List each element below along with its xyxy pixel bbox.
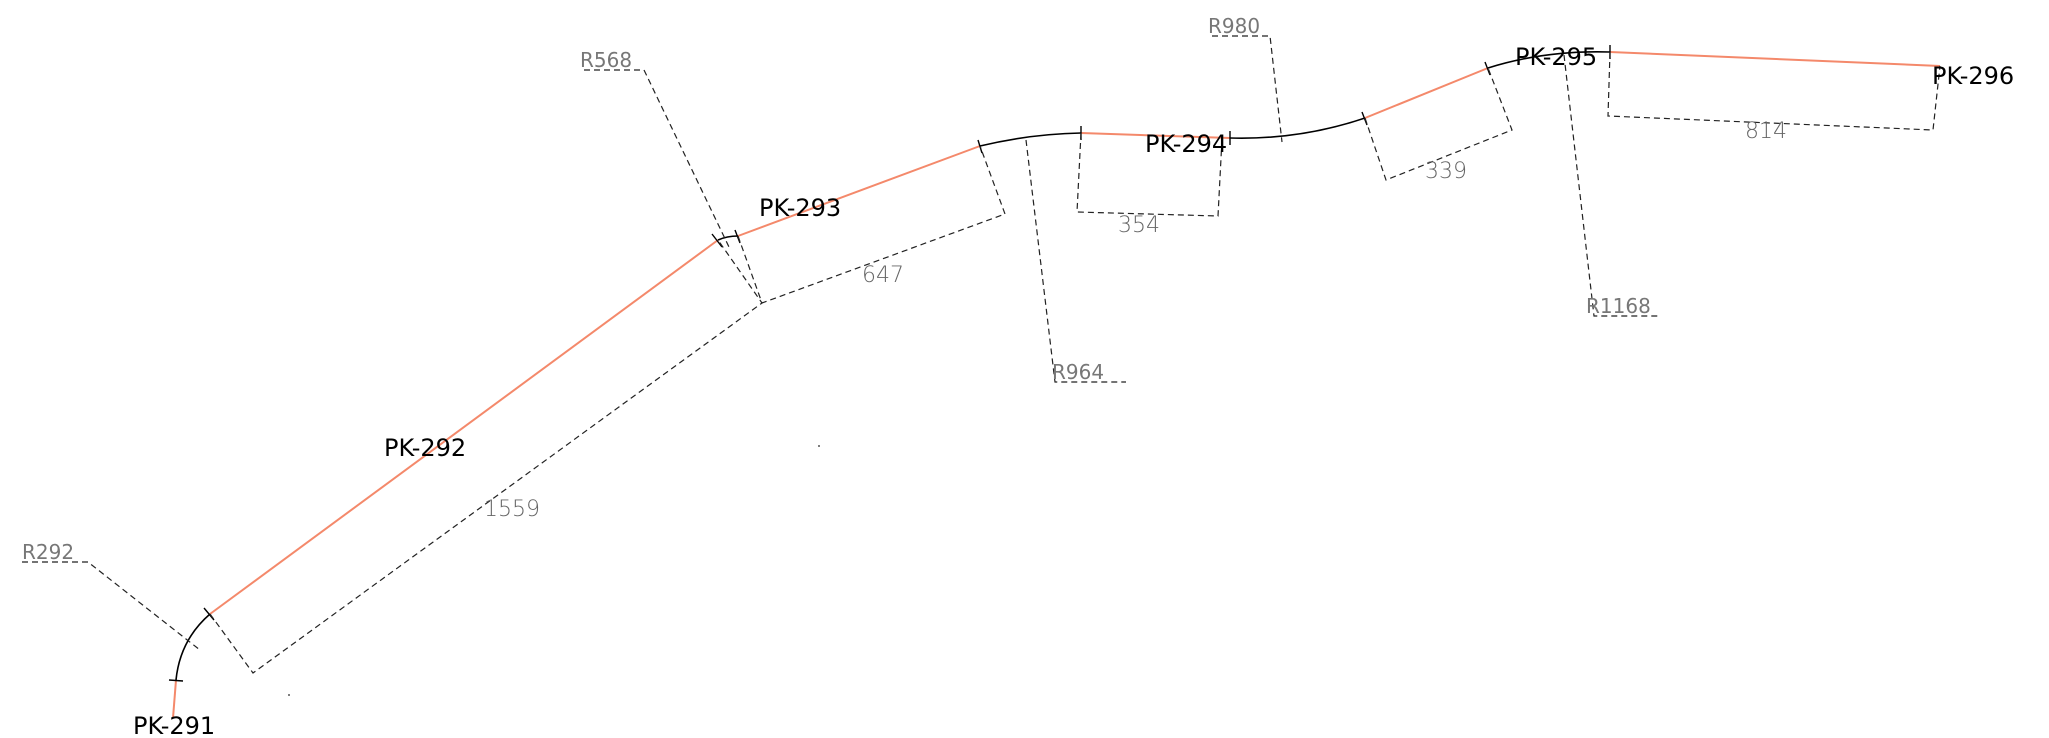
straight-segment-354 <box>1080 132 1231 139</box>
length-label-1559: 1559 <box>484 497 540 522</box>
radius-leader-r980 <box>1212 35 1283 143</box>
radius-label-r980: R980 <box>1208 14 1260 38</box>
picket-label-pk296: PK-296 <box>1932 62 2014 90</box>
straight-segment-1559 <box>209 239 719 615</box>
picket-label-pk294: PK-294 <box>1145 130 1227 158</box>
straight-segment-814 <box>1609 51 1941 67</box>
straight-segment-647 <box>737 145 981 237</box>
radius-leader-r1168 <box>1563 54 1660 317</box>
tangent-tick <box>168 679 184 682</box>
radius-label-r568: R568 <box>580 48 632 72</box>
route-straights <box>172 51 1941 719</box>
dimension-line-339 <box>1364 67 1513 181</box>
curve-r568 <box>717 235 739 241</box>
tangent-ticks <box>168 45 1611 682</box>
length-dimensions <box>209 51 1941 674</box>
dimension-line-1559 <box>209 239 763 674</box>
curve-r980 <box>1229 117 1366 139</box>
length-label-339: 339 <box>1425 159 1467 184</box>
curve-r292 <box>175 613 211 681</box>
picket-label-pk291: PK-291 <box>133 712 215 738</box>
length-label-647: 647 <box>862 263 904 288</box>
straight-segment-339 <box>1364 67 1489 119</box>
tangent-tick <box>1484 61 1491 76</box>
stray-dot <box>288 694 290 696</box>
picket-label-pk295: PK-295 <box>1515 43 1597 71</box>
radius-labels: R292 R568 R964 R980 R1168 <box>22 14 1651 564</box>
tangent-tick <box>711 233 723 248</box>
picket-label-pk293: PK-293 <box>759 194 841 222</box>
radius-label-r964: R964 <box>1052 360 1104 384</box>
radius-label-r292: R292 <box>22 540 74 564</box>
dimension-line-647 <box>737 145 1006 304</box>
radius-leader-r292 <box>22 561 201 651</box>
straight-segment-pk291-start <box>172 679 177 719</box>
radius-leaders <box>22 35 1660 651</box>
picket-label-pk292: PK-292 <box>384 434 466 462</box>
dimension-line-814 <box>1607 51 1941 131</box>
length-label-354: 354 <box>1118 213 1160 238</box>
length-label-814: 814 <box>1745 119 1787 144</box>
curve-r1168 <box>1487 51 1611 69</box>
length-labels: 1559 647 354 339 814 <box>484 119 1787 522</box>
route-curves <box>175 51 1611 681</box>
stray-dot <box>818 445 820 447</box>
radius-leader-r568 <box>584 69 730 248</box>
curve-r964 <box>979 132 1082 147</box>
radius-leader-r964 <box>1025 139 1126 383</box>
radius-label-r1168: R1168 <box>1586 294 1651 318</box>
picket-labels: PK-291 PK-292 PK-293 PK-294 PK-295 PK-29… <box>133 43 2014 738</box>
